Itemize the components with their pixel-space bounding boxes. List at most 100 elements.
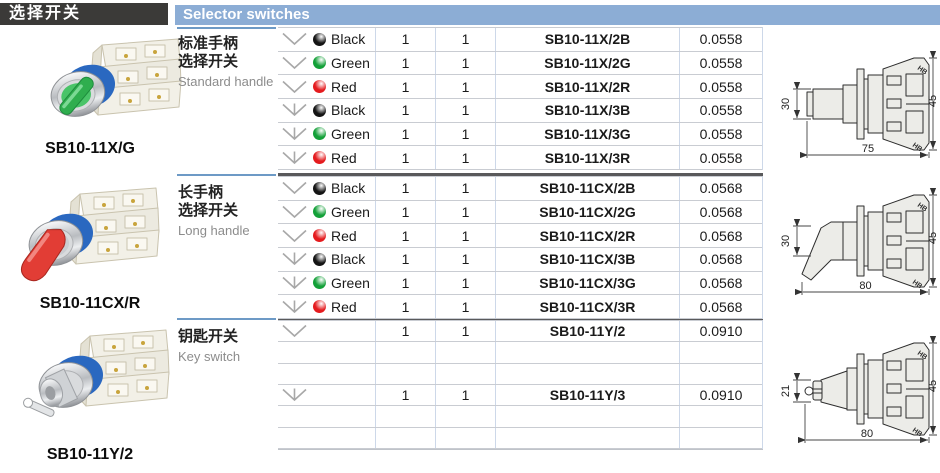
svg-text:30: 30 xyxy=(780,235,792,247)
table-row: Red 1 1 SB10-11CX/2R 0.0568 xyxy=(278,224,762,248)
model-cell: SB10-11X/2R xyxy=(495,75,679,98)
red-color-dot-icon xyxy=(313,300,326,314)
table-row: Black 1 1 SB10-11X/3B 0.0558 xyxy=(278,98,762,123)
contact-nc-cell: 1 xyxy=(435,51,495,75)
product-photo-standard-handle xyxy=(28,33,188,150)
svg-text:HB: HB xyxy=(911,142,923,154)
svg-text:HB: HB xyxy=(911,427,923,439)
description-en: Key switch xyxy=(178,349,241,364)
color-label: Black xyxy=(331,102,366,119)
spec-table: Black 1 1 SB10-11CX/2B 0.0568 Green 1 1 SB10-11C… xyxy=(278,176,763,319)
table-row: 1 1 SB10-11Y/2 0.0910 xyxy=(278,321,762,343)
table-row xyxy=(278,427,762,449)
contact-no-cell: 1 xyxy=(375,200,435,224)
contact-nc-cell: 1 xyxy=(435,200,495,224)
product-model-caption: SB10-11X/G xyxy=(45,140,135,157)
color-label: Green xyxy=(331,125,370,142)
color-label: Black xyxy=(331,251,366,268)
color-label: Black xyxy=(331,180,366,197)
model-cell xyxy=(495,363,679,384)
table-row xyxy=(278,406,762,428)
model-cell: SB10-11CX/3G xyxy=(495,271,679,295)
weight-cell: 0.0910 xyxy=(679,384,762,406)
desc-divider xyxy=(177,27,276,29)
section-title: Selector switches xyxy=(183,6,310,23)
desc-divider xyxy=(177,318,276,320)
contact-no-cell: 1 xyxy=(375,247,435,271)
contact-nc-cell xyxy=(435,427,495,448)
svg-text:HB: HB xyxy=(916,202,928,214)
contact-no-cell xyxy=(375,406,435,427)
selector-position-3-icon xyxy=(282,300,307,313)
section-header-bar: Selector switches xyxy=(175,5,940,25)
weight-cell: 0.0568 xyxy=(679,200,762,224)
green-color-dot-icon xyxy=(313,205,326,219)
weight-cell: 0.0568 xyxy=(679,295,762,318)
contact-no-cell: 1 xyxy=(375,384,435,406)
model-cell xyxy=(495,427,679,448)
model-cell: SB10-11CX/2G xyxy=(495,200,679,224)
contact-nc-cell: 1 xyxy=(435,295,495,318)
svg-text:45: 45 xyxy=(927,232,939,244)
product-model-caption: SB10-11CX/R xyxy=(39,295,141,312)
selector-color-cell: Red xyxy=(278,295,375,318)
contact-no-cell xyxy=(375,363,435,384)
selector-color-cell: Green xyxy=(278,272,375,295)
svg-text:HB: HB xyxy=(911,279,923,291)
dimension-drawing: HB HB 75 30 45 xyxy=(771,45,940,170)
contact-no-cell: 1 xyxy=(375,295,435,318)
model-cell xyxy=(495,406,679,427)
product-photo-key-switch xyxy=(16,324,176,441)
selector-position-3-icon xyxy=(282,276,307,290)
selector-color-cell xyxy=(278,385,375,405)
desc-divider xyxy=(177,174,276,176)
product-description: 钥匙开关 Key switch xyxy=(178,328,276,364)
table-row: Red 1 1 SB10-11CX/3R 0.0568 xyxy=(278,295,762,319)
contact-no-cell: 1 xyxy=(375,122,435,146)
selector-position-icon-empty xyxy=(281,409,308,423)
product-section-key-switch: SB10-11Y/2 钥匙开关 Key switch 1 1 SB10-11Y/2 0… xyxy=(0,320,940,463)
contact-no-cell: 1 xyxy=(375,146,435,169)
contact-no-cell: 1 xyxy=(375,28,435,51)
description-cn-line1: 长手柄 xyxy=(178,184,224,201)
selector-color-cell: Black xyxy=(278,99,375,122)
color-label: Black xyxy=(331,31,366,48)
red-color-dot-icon xyxy=(313,151,326,165)
table-row: Black 1 1 SB10-11X/2B 0.0558 xyxy=(278,28,762,52)
selector-position-2-icon xyxy=(282,56,307,70)
weight-cell: 0.0558 xyxy=(679,51,762,75)
contact-no-cell: 1 xyxy=(375,321,435,342)
section-divider xyxy=(278,173,763,176)
selector-position-3-icon xyxy=(282,103,307,117)
weight-cell: 0.0568 xyxy=(679,271,762,295)
contact-nc-cell: 1 xyxy=(435,224,495,247)
selector-position-icon-empty xyxy=(281,431,308,445)
selector-position-2-icon xyxy=(282,80,307,93)
selector-position-2-icon xyxy=(282,325,307,338)
selector-position-3-icon xyxy=(282,127,307,141)
selector-color-cell: Green xyxy=(278,201,375,224)
weight-cell xyxy=(679,427,762,448)
selector-color-cell: Red xyxy=(278,75,375,98)
weight-cell: 0.0558 xyxy=(679,146,762,169)
contact-nc-cell: 1 xyxy=(435,122,495,146)
selector-color-cell: Black xyxy=(278,177,375,200)
product-section-long-handle: SB10-11CX/R 长手柄 选择开关 Long handle Black 1 1… xyxy=(0,176,940,319)
black-color-dot-icon xyxy=(313,252,326,266)
selector-position-icon-empty xyxy=(281,367,308,381)
black-color-dot-icon xyxy=(313,103,326,117)
contact-nc-cell: 1 xyxy=(435,98,495,122)
model-cell xyxy=(495,342,679,363)
weight-cell: 0.0558 xyxy=(679,28,762,51)
table-row xyxy=(278,363,762,385)
spec-table: 1 1 SB10-11Y/2 0.0910 1 1 SB10-11Y/3 0.0910 xyxy=(278,320,763,449)
model-cell: SB10-11X/2B xyxy=(495,28,679,51)
color-label: Green xyxy=(331,274,370,291)
model-cell: SB10-11CX/2R xyxy=(495,224,679,247)
table-row: Green 1 1 SB10-11X/2G 0.0558 xyxy=(278,51,762,76)
selector-color-cell: Black xyxy=(278,28,375,51)
black-color-dot-icon xyxy=(313,181,326,195)
selector-position-3-icon xyxy=(282,388,307,402)
selector-color-cell xyxy=(278,364,375,384)
description-cn-line1: 钥匙开关 xyxy=(178,328,239,345)
